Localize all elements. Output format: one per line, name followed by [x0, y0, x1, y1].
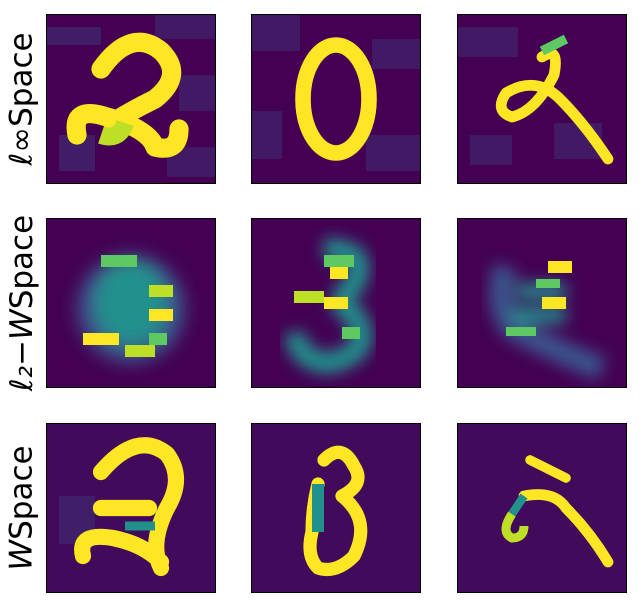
image-panel-linf-1	[46, 14, 216, 184]
image-panel-w-3	[457, 423, 627, 593]
digit-image	[458, 424, 626, 592]
image-panel-l2w-2	[251, 218, 421, 388]
row-label-w: W Space	[0, 423, 44, 593]
image-panel-linf-3	[457, 14, 627, 184]
image-panel-linf-2	[251, 14, 421, 184]
digit-image	[47, 15, 215, 183]
digit-image	[252, 219, 420, 387]
row-label-l2w-prefix: ℓ₂−W	[4, 309, 41, 392]
row-label-w-text: Space	[4, 445, 40, 540]
image-panel-l2w-1	[46, 218, 216, 388]
row-label-linf-prefix: ℓ∞	[4, 126, 41, 166]
image-panel-l2w-3	[457, 218, 627, 388]
digit-image	[252, 15, 420, 183]
row-label-linf: ℓ∞ Space	[0, 14, 44, 184]
row-label-l2w: ℓ₂−W Space	[0, 214, 44, 392]
image-panel-w-2	[251, 423, 421, 593]
row-label-l2w-text: Space	[4, 214, 41, 310]
digit-image	[458, 219, 626, 387]
digit-image	[252, 424, 420, 592]
row-label-w-prefix: W	[4, 539, 40, 571]
digit-image	[458, 15, 626, 183]
digit-image	[47, 424, 215, 592]
row-label-linf-text: Space	[4, 32, 41, 127]
digit-image	[47, 219, 215, 387]
image-panel-w-1	[46, 423, 216, 593]
